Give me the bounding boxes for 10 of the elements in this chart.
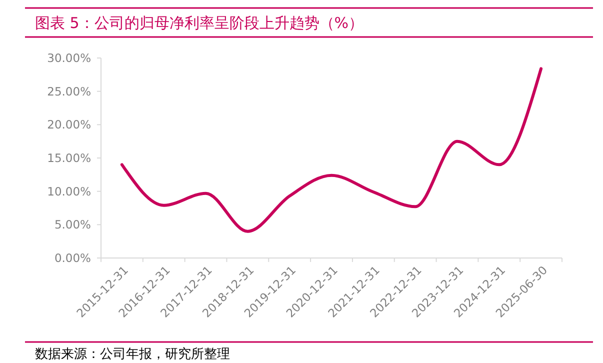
y-tick-label: 5.00% [54,218,92,232]
source-note: 数据来源：公司年报，研究所整理 [35,347,230,362]
chart-title: 图表 5：公司的归母净利率呈阶段上升趋势（%） [35,14,364,32]
y-tick-label: 0.00% [54,251,92,266]
y-tick-label: 20.00% [47,118,92,132]
y-tick-label: 15.00% [47,151,92,166]
y-tick-label: 10.00% [47,184,92,198]
y-tick-label: 25.00% [47,84,92,98]
y-tick-label: 30.00% [47,51,92,66]
line-series [120,67,543,233]
